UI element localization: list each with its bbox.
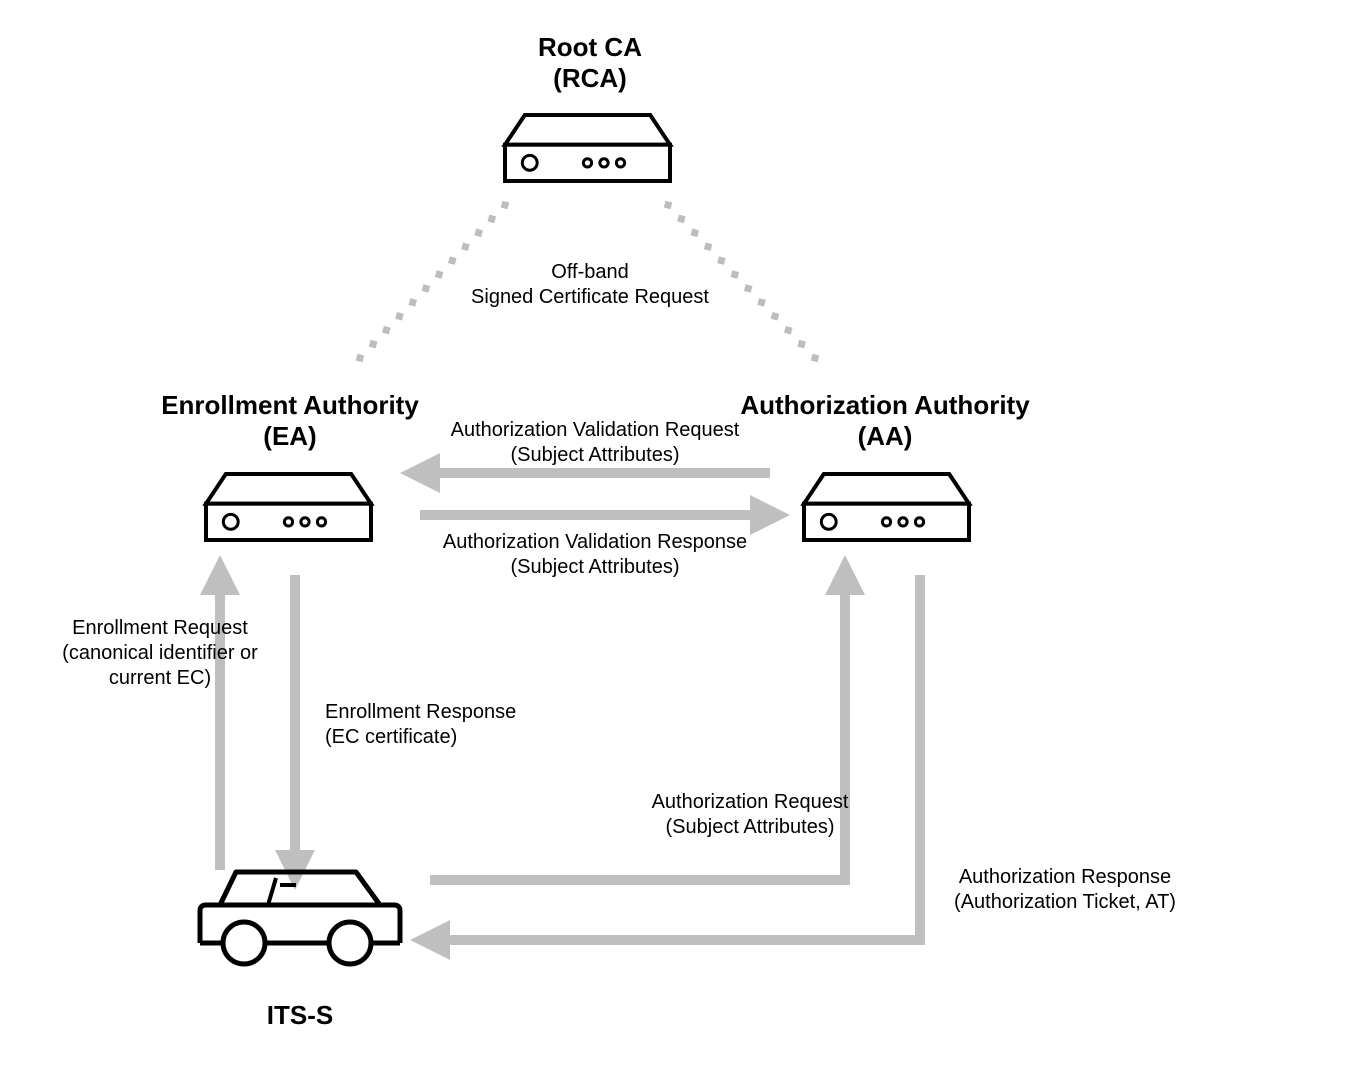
its-s-title-text: ITS-S — [267, 1000, 333, 1030]
auth-resp-label: Authorization Response (Authorization Ti… — [935, 865, 1195, 915]
enroll-req-label: Enrollment Request (canonical identifier… — [50, 616, 270, 691]
ea-title-line1: Enrollment Authority — [161, 390, 419, 420]
enroll-resp-line1: Enrollment Response — [325, 700, 575, 725]
auth-resp-line1: Authorization Response — [935, 865, 1195, 890]
car-icon — [200, 872, 400, 964]
root-ca-title: Root CA (RCA) — [490, 32, 690, 94]
avresp-label: Authorization Validation Response (Subje… — [420, 530, 770, 580]
enroll-req-line2: (canonical identifier or — [50, 641, 270, 666]
server-icon-ea — [206, 474, 371, 540]
offband-line2: Signed Certificate Request — [460, 285, 720, 310]
server-icon-rca — [505, 115, 670, 181]
root-ca-title-line2: (RCA) — [553, 63, 627, 93]
aa-title-line2: (AA) — [858, 421, 913, 451]
auth-resp-line2: (Authorization Ticket, AT) — [935, 890, 1195, 915]
auth-req-line2: (Subject Attributes) — [600, 815, 900, 840]
diagram-canvas: Root CA (RCA) Enrollment Authority (EA) … — [0, 0, 1350, 1092]
enroll-resp-line2: (EC certificate) — [325, 725, 575, 750]
its-s-title: ITS-S — [240, 1000, 360, 1031]
avreq-line2: (Subject Attributes) — [420, 443, 770, 468]
offband-label: Off-band Signed Certificate Request — [460, 260, 720, 310]
offband-line1: Off-band — [460, 260, 720, 285]
enroll-req-line3: current EC) — [50, 666, 270, 691]
server-icon-aa — [804, 474, 969, 540]
avreq-line1: Authorization Validation Request — [420, 418, 770, 443]
avreq-label: Authorization Validation Request (Subjec… — [420, 418, 770, 468]
root-ca-title-line1: Root CA — [538, 32, 642, 62]
auth-req-line1: Authorization Request — [600, 790, 900, 815]
polyarrows-group — [430, 575, 920, 940]
ea-title-line2: (EA) — [263, 421, 316, 451]
auth-req-label: Authorization Request (Subject Attribute… — [600, 790, 900, 840]
ea-title: Enrollment Authority (EA) — [150, 390, 430, 452]
enroll-resp-label: Enrollment Response (EC certificate) — [325, 700, 575, 750]
aa-title-line1: Authorization Authority — [740, 390, 1029, 420]
avresp-line1: Authorization Validation Response — [420, 530, 770, 555]
avresp-line2: (Subject Attributes) — [420, 555, 770, 580]
enroll-req-line1: Enrollment Request — [50, 616, 270, 641]
aa-title: Authorization Authority (AA) — [735, 390, 1035, 452]
